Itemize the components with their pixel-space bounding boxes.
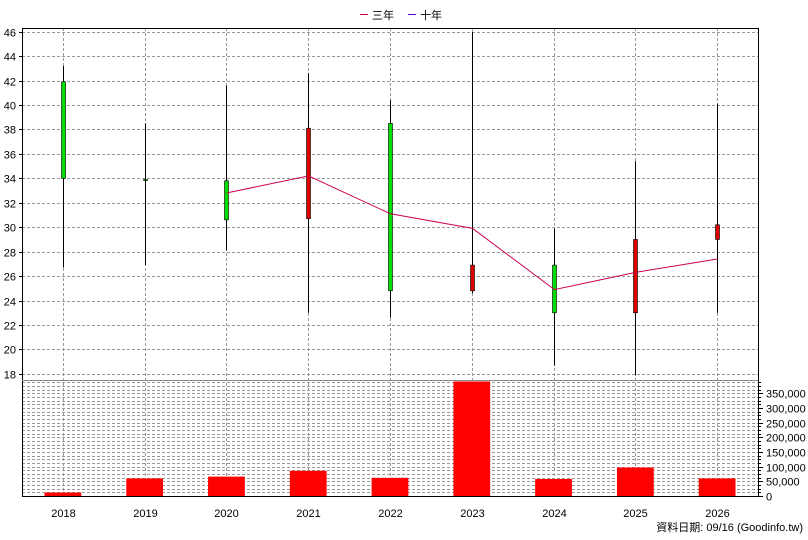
volume-tick-label: 250,000 xyxy=(766,419,806,431)
volume-bar xyxy=(698,478,736,496)
candle-body xyxy=(470,264,475,292)
volume-tick-label: 200,000 xyxy=(766,433,806,445)
candle-body xyxy=(306,127,311,219)
x-tick-label: 2018 xyxy=(51,508,75,520)
legend: 三年 十年 xyxy=(360,8,442,22)
volume-bar xyxy=(289,470,327,496)
candle-body xyxy=(633,239,638,314)
volume-bar xyxy=(44,492,82,496)
candle-body xyxy=(715,224,720,240)
volume-bar xyxy=(616,467,654,496)
price-tick-label: 40 xyxy=(4,101,16,113)
footer-source: 資料日期: 09/16 (Goodinfo.tw) xyxy=(656,520,803,534)
volume-bars xyxy=(44,381,736,496)
x-tick-label: 2024 xyxy=(542,508,566,520)
volume-tick-label: 300,000 xyxy=(766,404,806,416)
candlesticks xyxy=(61,31,720,376)
volume-bar xyxy=(535,478,572,496)
plot-frame xyxy=(22,28,759,497)
legend-label: 三年 xyxy=(372,8,394,22)
price-tick-label: 42 xyxy=(4,77,16,89)
price-tick-label: 36 xyxy=(4,150,16,162)
volume-tick-label: 350,000 xyxy=(766,389,806,401)
price-tick-label: 28 xyxy=(4,248,16,260)
x-tick-label: 2025 xyxy=(623,508,647,520)
average-lines xyxy=(226,175,718,291)
candle-body xyxy=(388,123,393,292)
price-tick-label: 24 xyxy=(4,297,16,309)
volume-tick-label: 50,000 xyxy=(766,477,800,489)
volume-tick-label: 0 xyxy=(766,492,772,504)
x-tick-label: 2021 xyxy=(296,508,320,520)
price-tick-label: 38 xyxy=(4,125,16,137)
plot-border xyxy=(22,28,759,497)
price-tick-label: 18 xyxy=(4,370,16,382)
price-tick-label: 44 xyxy=(4,52,16,64)
x-tick-label: 2022 xyxy=(378,508,402,520)
price-tick-label: 32 xyxy=(4,199,16,211)
volume-tick-label: 150,000 xyxy=(766,448,806,460)
volume-bar xyxy=(453,381,491,496)
price-tick-label: 46 xyxy=(4,28,16,40)
price-tick-label: 20 xyxy=(4,345,16,357)
x-tick-label: 2026 xyxy=(705,508,729,520)
candle-body xyxy=(224,180,229,221)
x-tick-label: 2020 xyxy=(214,508,238,520)
price-tick-label: 30 xyxy=(4,223,16,235)
candle-body xyxy=(61,81,66,179)
x-tick-label: 2019 xyxy=(133,508,157,520)
volume-tick-label: 100,000 xyxy=(766,463,806,475)
candle-body xyxy=(143,179,148,181)
x-tick-label: 2023 xyxy=(460,508,484,520)
volume-bar xyxy=(208,476,245,496)
price-tick-label: 26 xyxy=(4,272,16,284)
legend-label: 十年 xyxy=(420,8,442,22)
volume-bar xyxy=(371,477,409,496)
price-tick-label: 22 xyxy=(4,321,16,333)
volume-bar xyxy=(126,478,164,496)
series-line xyxy=(226,175,718,291)
price-tick-label: 34 xyxy=(4,174,16,186)
